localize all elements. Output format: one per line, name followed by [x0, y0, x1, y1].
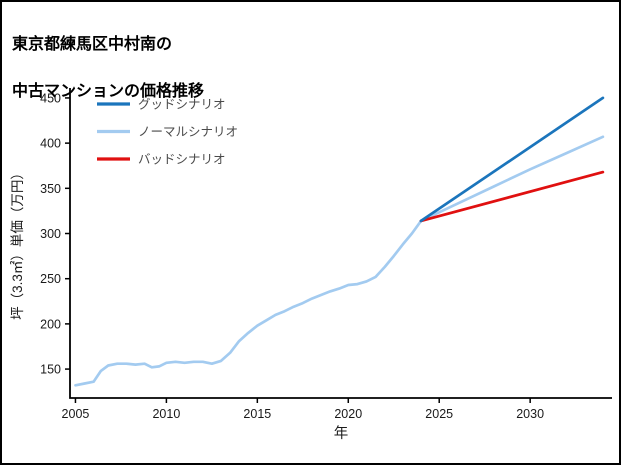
chart-title-line2: 中古マンションの価格推移: [12, 82, 205, 100]
legend-label-1: ノーマルシナリオ: [138, 125, 238, 139]
y-tick-label: 200: [40, 317, 61, 331]
y-tick-label: 400: [40, 137, 61, 151]
legend-label-0: グッドシナリオ: [138, 98, 226, 112]
chart-title: 東京都練馬区中村南の 中古マンションの価格推移: [12, 10, 204, 126]
x-tick-label: 2015: [243, 407, 271, 421]
chart-title-line1: 東京都練馬区中村南の: [12, 36, 173, 54]
y-tick-label: 150: [40, 363, 61, 377]
x-tick-label: 2010: [152, 407, 180, 421]
legend-label-2: バッドシナリオ: [138, 153, 226, 167]
x-tick-label: 2025: [425, 407, 453, 421]
x-axis-label: 年: [334, 425, 349, 442]
series-line-1: [74, 135, 605, 387]
series-line-2: [419, 170, 605, 223]
y-tick-label: 450: [40, 91, 61, 105]
y-tick-label: 300: [40, 227, 61, 241]
x-tick-label: 2030: [516, 407, 544, 421]
x-tick-label: 2020: [334, 407, 362, 421]
y-axis-label: 坪（3.3㎡）単価（万円）: [10, 166, 25, 320]
y-tick-label: 350: [40, 182, 61, 196]
axes: [69, 88, 612, 399]
series-line-0: [419, 96, 605, 223]
y-tick-label: 250: [40, 272, 61, 286]
x-tick-label: 2005: [62, 407, 90, 421]
